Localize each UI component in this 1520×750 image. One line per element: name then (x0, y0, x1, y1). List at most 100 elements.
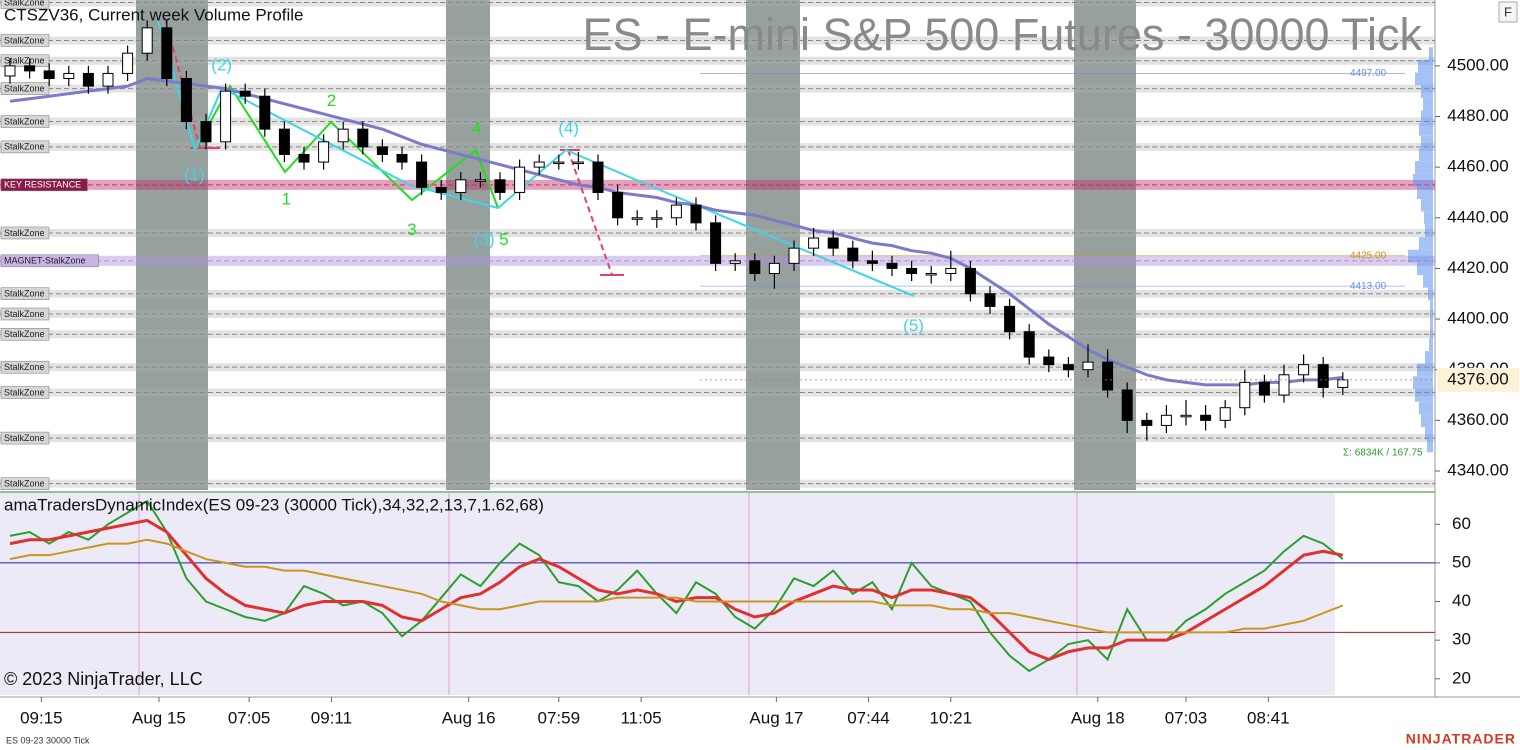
x-tick-label: 08:41 (1247, 708, 1290, 727)
zone-band (0, 36, 1435, 45)
candle-body (122, 52, 134, 74)
zone-label: StalkZone (4, 116, 45, 126)
profile-bar (1423, 97, 1433, 111)
zone-label-box (0, 115, 50, 128)
y-tick-label: 4420.00 (1447, 258, 1508, 277)
button[interactable] (1498, 1, 1518, 23)
zone-label: StalkZone (4, 362, 45, 372)
candle-body (847, 247, 859, 262)
candle-body (1102, 361, 1114, 391)
candle-body (866, 260, 878, 264)
wave-label: (2) (211, 55, 232, 74)
wave-label: 1 (282, 190, 291, 209)
zone-label-box (0, 254, 99, 268)
candle-body (200, 121, 212, 143)
candle-body (4, 65, 16, 77)
candle-body (729, 260, 741, 264)
profile-bar (1425, 351, 1433, 364)
zone-band (0, 434, 1435, 443)
profile-bar (1419, 237, 1433, 250)
x-tick-label: Aug 18 (1071, 708, 1125, 727)
candle-body (1239, 381, 1251, 409)
candle-body (572, 161, 584, 165)
wave-label: (5) (903, 316, 924, 335)
candle-body (494, 179, 506, 193)
candle-body (1278, 374, 1290, 396)
candle-body (239, 90, 251, 97)
profile-bar (1419, 401, 1433, 415)
zone-band (0, 310, 1435, 319)
zone-label-box (0, 477, 50, 490)
candle-body (357, 128, 369, 148)
session-band (446, 0, 490, 490)
x-tick-label: 09:15 (20, 708, 63, 727)
candle-body (1219, 407, 1231, 421)
y-tick-label: 4460.00 (1447, 157, 1508, 176)
y-tick-label: 4480.00 (1447, 106, 1508, 125)
last-price-box (1437, 367, 1519, 392)
y-tick-label: 4360.00 (1447, 410, 1508, 429)
profile-bar (1430, 300, 1433, 314)
profile-bar (1419, 148, 1433, 162)
zone-label-box (0, 82, 50, 95)
candle-body (827, 237, 839, 249)
candle-body (533, 161, 545, 168)
zone-label: StalkZone (4, 433, 45, 443)
candle-body (984, 293, 996, 307)
zone-label: StalkZone (4, 309, 45, 319)
candle-body (612, 191, 624, 219)
candle-body (43, 70, 55, 80)
candle-body (435, 186, 447, 193)
zone-label: StalkZone (4, 387, 45, 397)
zone-label-box (0, 287, 50, 300)
x-tick-label: 07:03 (1165, 708, 1208, 727)
y-tick-label: 30 (1452, 630, 1471, 649)
candle-body (788, 247, 800, 264)
zone-band (0, 0, 1435, 7)
candle-body (1317, 364, 1329, 388)
y-tick-label: 4440.00 (1447, 207, 1508, 226)
zone-label-box (0, 431, 50, 445)
x-tick-label: Aug 15 (132, 708, 186, 727)
session-lines (138, 493, 1078, 695)
profile-bar (1429, 47, 1433, 60)
y-tick-label: 4340.00 (1447, 460, 1508, 479)
x-tick-label: 11:05 (620, 708, 661, 727)
profile-bar (1424, 211, 1433, 225)
wave-line (194, 84, 499, 209)
zone-label: MAGNET-StalkZone (4, 256, 86, 266)
zone-label-box (0, 34, 50, 47)
candle-body (141, 27, 153, 54)
candle-body (592, 161, 604, 193)
zone-label: StalkZone (4, 329, 45, 339)
zone-label-box (0, 386, 50, 399)
profile-bar (1421, 110, 1433, 124)
candle-body (670, 204, 682, 219)
candle-body (82, 72, 94, 87)
candle-body (1160, 414, 1172, 426)
candle-body (474, 179, 486, 182)
profile-label: 4413.00 (1350, 281, 1387, 292)
zone-label: StalkZone (4, 289, 45, 299)
profile-bar (1413, 376, 1433, 389)
candle-body (925, 272, 937, 276)
candle-body (1258, 381, 1270, 396)
candle-body (808, 237, 820, 249)
zone-band (0, 179, 1435, 190)
zone-band (0, 330, 1435, 339)
profile-bar (1423, 275, 1433, 288)
zone-band (0, 289, 1435, 298)
candle-body (651, 217, 663, 220)
zone-label: StalkZone (4, 142, 45, 152)
candle-body (376, 146, 388, 155)
last-price-label: 4376.00 (1447, 369, 1508, 388)
candle-body (220, 90, 232, 143)
candle-body (1004, 305, 1016, 333)
zone-label-box (0, 360, 50, 374)
button-label[interactable]: F (1504, 4, 1512, 19)
candle-body (631, 217, 643, 220)
profile-bar (1413, 173, 1433, 187)
candle-body (318, 141, 330, 163)
profile-bar (1425, 427, 1433, 440)
profile-bar (1429, 338, 1433, 351)
